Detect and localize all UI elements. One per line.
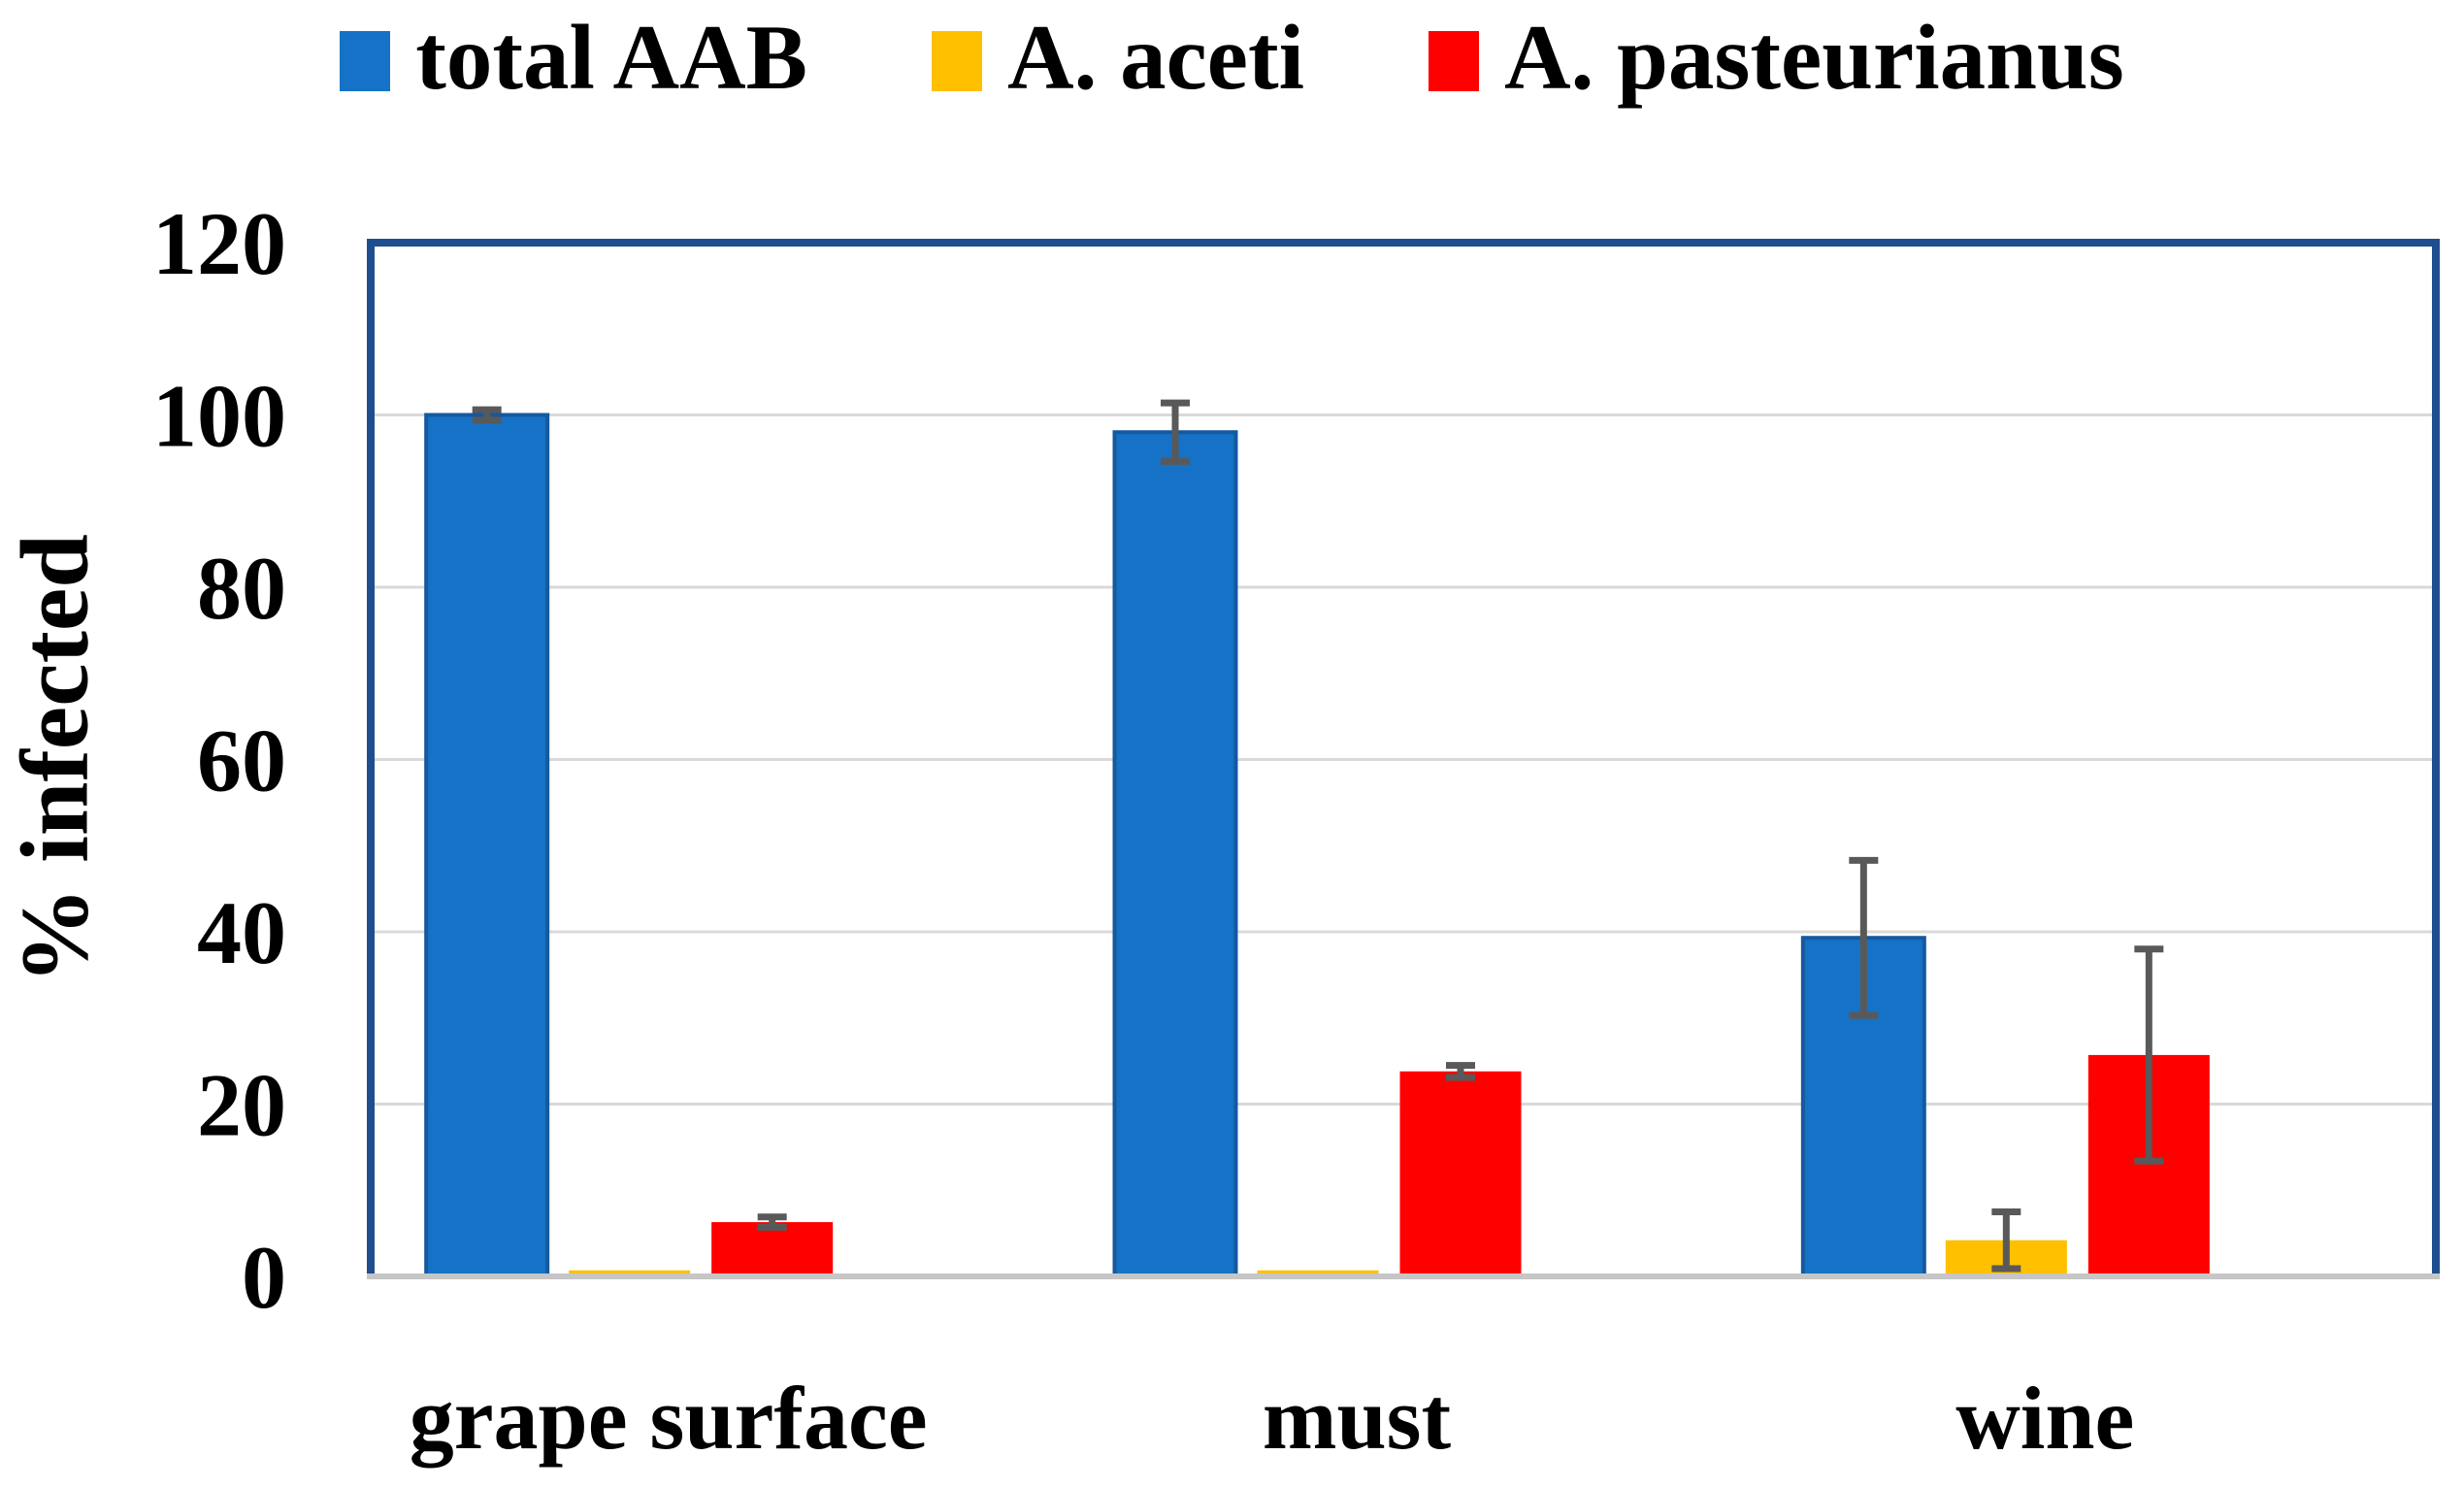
y-tick-label-40: 40 <box>197 883 286 982</box>
legend: total AAB A. aceti A. pasteurianus <box>0 12 2464 104</box>
plot-border <box>367 239 2440 1276</box>
legend-swatch-total-aab <box>340 30 391 91</box>
legend-label-a-pasteurianus: A. pasteurianus <box>1503 6 2124 109</box>
error-bar-total-aab-wine <box>1849 856 1879 1019</box>
y-axis-title: % infected <box>0 534 109 984</box>
bar-a-pasteurianus-must <box>1399 1071 1522 1276</box>
legend-label-total-aab: total AAB <box>415 6 808 109</box>
y-tick-label-80: 80 <box>197 539 286 638</box>
bar-total-aab-grape-surface <box>424 413 550 1278</box>
legend-swatch-a-aceti <box>932 30 983 91</box>
legend-item-a-pasteurianus: A. pasteurianus <box>1428 6 2124 109</box>
y-tick-label-60: 60 <box>197 711 286 810</box>
x-category-label-grape-surface: grape surface <box>410 1369 928 1468</box>
legend-swatch-a-pasteurianus <box>1428 30 1479 91</box>
legend-label-a-aceti: A. aceti <box>1007 6 1304 109</box>
legend-item-a-aceti: A. aceti <box>932 12 1304 104</box>
y-tick-label-20: 20 <box>197 1056 286 1155</box>
x-category-label-must: must <box>1263 1369 1452 1468</box>
bar-a-aceti-must <box>1257 1270 1379 1276</box>
error-bar-a-pasteurianus-must <box>1446 1062 1475 1081</box>
error-bar-a-pasteurianus-wine <box>2134 945 2164 1165</box>
legend-item-total-aab: total AAB <box>340 12 807 104</box>
error-bar-a-aceti-wine <box>1991 1207 2021 1273</box>
y-tick-label-100: 100 <box>152 367 286 466</box>
x-category-label-wine: wine <box>1955 1369 2134 1468</box>
bar-total-aab-must <box>1112 430 1238 1278</box>
y-tick-label-0: 0 <box>242 1228 286 1327</box>
error-bar-a-pasteurianus-grape-surface <box>757 1213 787 1231</box>
error-bar-total-aab-must <box>1161 399 1190 465</box>
bar-a-pasteurianus-grape-surface <box>711 1222 834 1276</box>
bar-a-aceti-grape-surface <box>569 1270 691 1276</box>
y-tick-label-120: 120 <box>152 194 286 293</box>
error-bar-total-aab-grape-surface <box>472 406 502 424</box>
